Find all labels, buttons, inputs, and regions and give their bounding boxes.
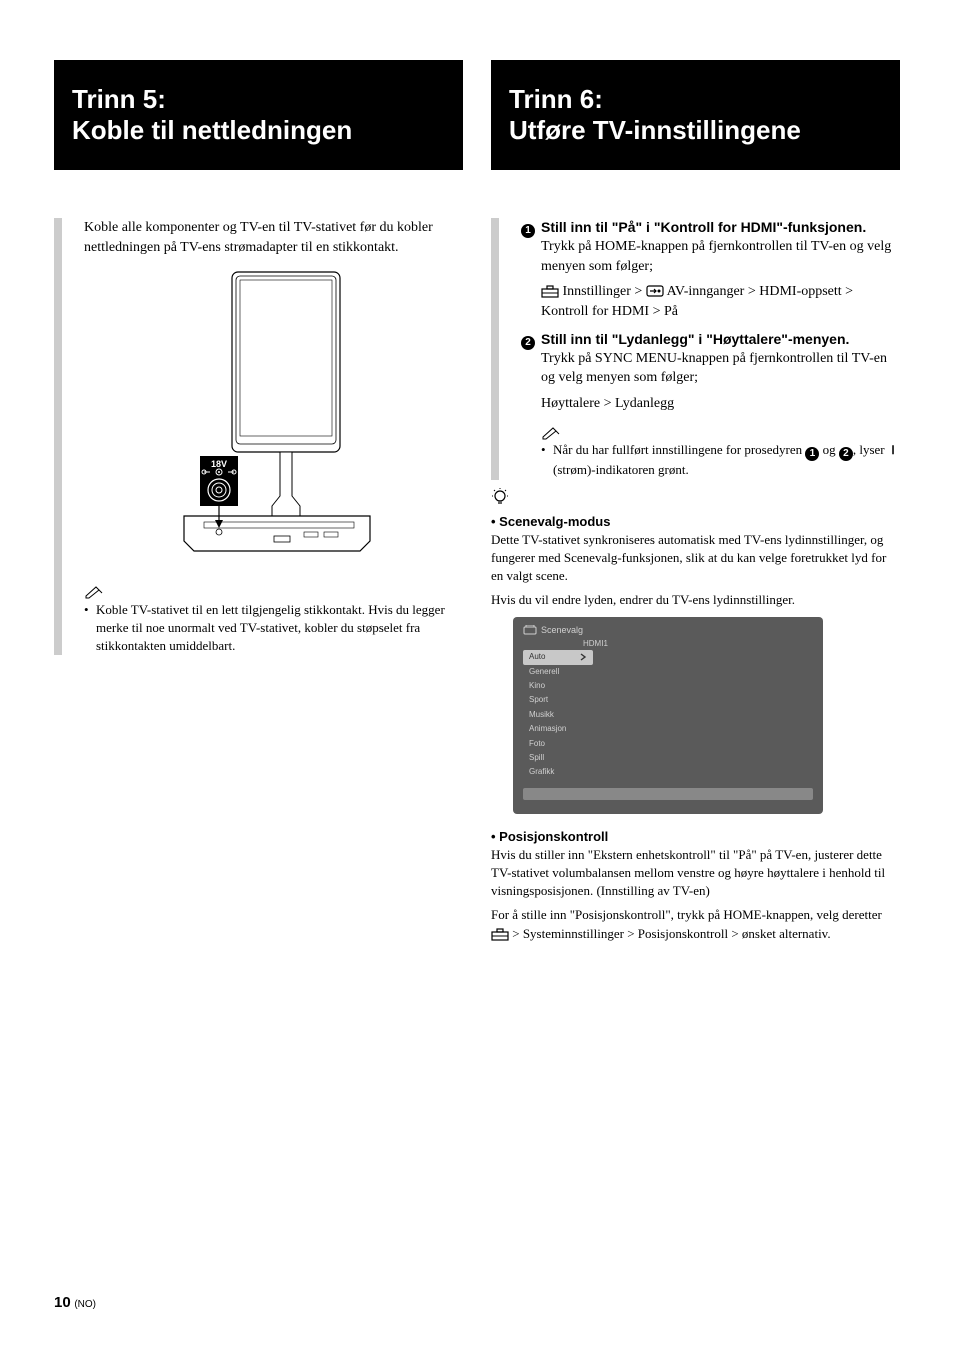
scene-item[interactable]: Foto <box>523 737 813 751</box>
scene-menu-list: Auto Generell Kino Sport Musikk Animasjo… <box>523 650 813 780</box>
right-column: Trinn 6: Utføre TV-innstillingene 1 Stil… <box>491 60 900 949</box>
substep1-body1: Trykk på HOME-knappen på fjernkontrollen… <box>541 237 900 276</box>
scene-menu-hdmi: HDMI1 <box>583 639 813 648</box>
tv-stand-figure: 18V <box>84 266 463 571</box>
tip2-heading-row: • Posisjonskontroll <box>491 828 900 846</box>
pencil-note-icon <box>541 426 561 440</box>
scene-item[interactable]: Kino <box>523 679 813 693</box>
power-symbol: ⏽ <box>888 442 898 457</box>
step5-title: Trinn 5: Koble til nettledningen <box>72 84 445 146</box>
toolbox-icon <box>491 927 509 941</box>
step5-body: Koble alle komponenter og TV-en til TV-s… <box>54 218 463 655</box>
tip2-body1: Hvis du stiller inn "Ekstern enhetskontr… <box>491 846 900 901</box>
scene-item[interactable]: Generell <box>523 665 813 679</box>
step5-title-line1: Trinn 5: <box>72 84 166 114</box>
page-number: 10 (NO) <box>54 1294 96 1311</box>
circled-two-icon: 2 <box>839 447 853 461</box>
toolbox-icon <box>541 284 559 298</box>
scene-item[interactable]: Animasjon <box>523 722 813 736</box>
substep2-note: Når du har fullført innstillingene for p… <box>541 441 900 479</box>
tip2-body2: For å stille inn "Posisjonskontroll", tr… <box>491 906 900 942</box>
scene-item-auto[interactable]: Auto <box>523 650 593 664</box>
tip-lightbulb-row <box>491 488 900 511</box>
scene-item[interactable]: Sport <box>523 693 813 707</box>
scene-menu-title: Scenevalg <box>541 625 583 635</box>
step5-intro: Koble alle komponenter og TV-en til TV-s… <box>84 218 463 257</box>
circled-one-icon: 1 <box>805 447 819 461</box>
lightbulb-icon <box>491 488 509 506</box>
tip1-heading-row: • Scenevalg-modus <box>491 513 900 531</box>
tip1-body1: Dette TV-stativet synkroniseres automati… <box>491 531 900 586</box>
tip1-body2: Hvis du vil endre lyden, endrer du TV-en… <box>491 591 900 609</box>
substep2-body1: Trykk på SYNC MENU-knappen på fjernkontr… <box>541 349 900 388</box>
step6-title-line2: Utføre TV-innstillingene <box>509 115 801 145</box>
left-column: Trinn 5: Koble til nettledningen Koble a… <box>54 60 463 949</box>
scene-menu-footer <box>523 788 813 800</box>
step6-title: Trinn 6: Utføre TV-innstillingene <box>509 84 882 146</box>
substep-2: 2 Still inn til "Lydanlegg" i "Høyttaler… <box>521 330 900 480</box>
substep1-heading: Still inn til "På" i "Kontroll for HDMI"… <box>541 218 900 237</box>
scene-item[interactable]: Spill <box>523 751 813 765</box>
scene-item[interactable]: Grafikk <box>523 765 813 779</box>
circled-two-icon: 2 <box>521 336 535 350</box>
scene-menu-icon <box>523 625 537 635</box>
tv-stand-icon: 18V <box>174 266 374 566</box>
substep2-heading: Still inn til "Lydanlegg" i "Høyttalere"… <box>541 330 900 349</box>
tip2-heading: Posisjonskontroll <box>499 829 608 844</box>
substep2-body2: Høyttalere > Lydanlegg <box>541 394 900 414</box>
step6-title-line1: Trinn 6: <box>509 84 603 114</box>
tip1-heading: Scenevalg-modus <box>499 514 610 529</box>
step5-title-block: Trinn 5: Koble til nettledningen <box>54 60 463 170</box>
chevron-right-icon <box>579 653 587 661</box>
step6-title-block: Trinn 6: Utføre TV-innstillingene <box>491 60 900 170</box>
scene-select-menu: Scenevalg HDMI1 Auto Generell Kino Sport… <box>513 617 823 814</box>
substep2-note-list: Når du har fullført innstillingene for p… <box>541 441 900 479</box>
av-input-icon <box>646 284 664 298</box>
step5-title-line2: Koble til nettledningen <box>72 115 352 145</box>
step6-body: 1 Still inn til "På" i "Kontroll for HDM… <box>491 218 900 479</box>
step5-note-list: Koble TV-stativet til en lett tilgjengel… <box>84 601 463 656</box>
substep1-body2: Innstillinger > AV-innganger > HDMI-opps… <box>541 282 900 321</box>
scene-menu-header: Scenevalg <box>523 625 813 635</box>
substep-1: 1 Still inn til "På" i "Kontroll for HDM… <box>521 218 900 327</box>
circled-one-icon: 1 <box>521 224 535 238</box>
tv-voltage-label: 18V <box>210 459 226 469</box>
note-icon-row <box>84 583 463 601</box>
step5-note-bullet: Koble TV-stativet til en lett tilgjengel… <box>84 601 463 656</box>
pencil-note-icon <box>84 585 104 599</box>
scene-item[interactable]: Musikk <box>523 708 813 722</box>
note-icon-row-2 <box>541 423 900 441</box>
